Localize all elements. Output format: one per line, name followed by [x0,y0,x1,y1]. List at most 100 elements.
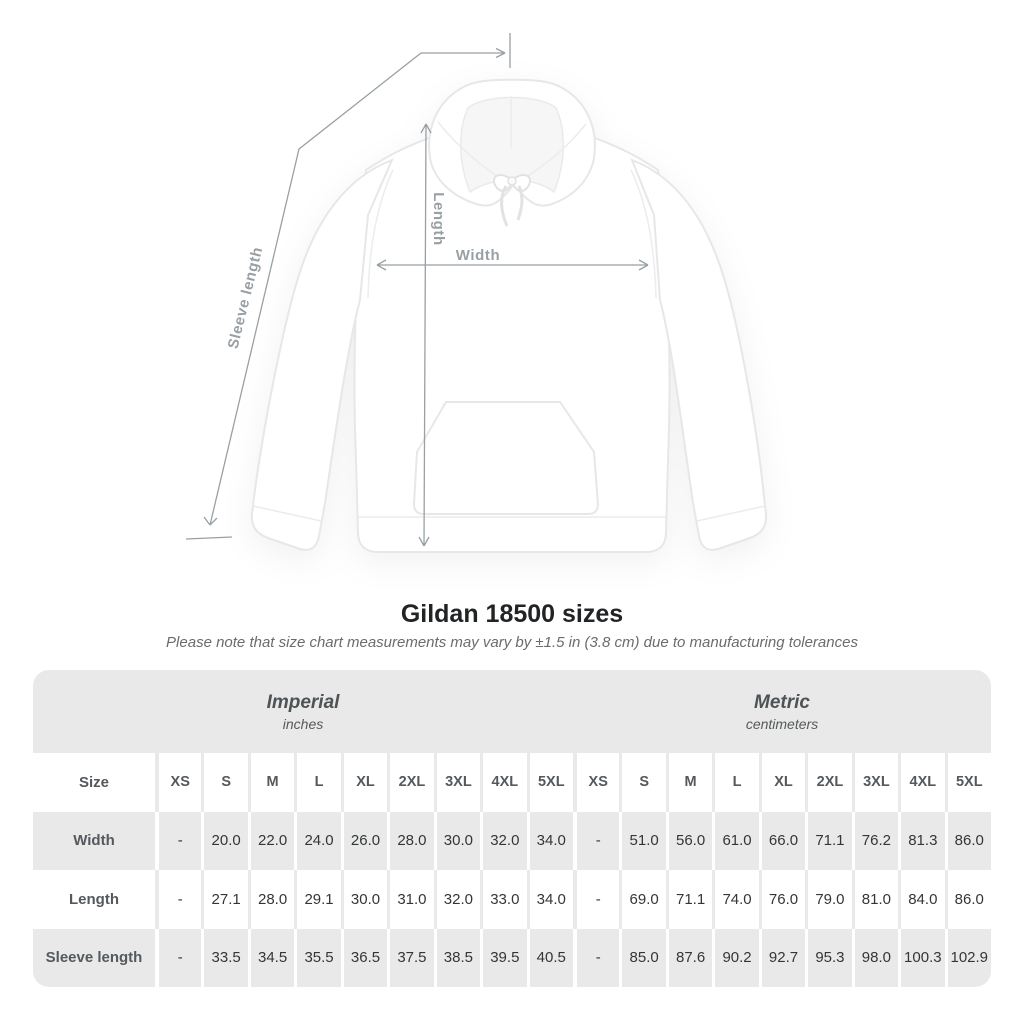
width-row: Width - 20.0 22.0 24.0 26.0 28.0 30.0 32… [33,811,991,870]
row-label: Width [33,811,155,870]
table-cell: 69.0 [619,870,666,929]
imperial-title: Imperial [266,691,340,713]
table-cell: 26.0 [340,811,388,870]
table-cell: 40.5 [526,928,573,987]
length-row: Length - 27.1 28.0 29.1 30.0 31.0 32.0 3… [33,870,991,929]
column-header: S [201,753,248,812]
column-header: 4XL [480,753,527,812]
table-cell: - [155,928,202,987]
column-header: 5XL [944,753,991,812]
table-cell: 76.2 [851,811,899,870]
table-cell: 87.6 [665,928,713,987]
column-header: XL [340,753,388,812]
table-cell: 95.3 [805,928,852,987]
row-label: Sleeve length [33,928,155,987]
table-cell: 28.0 [247,870,295,929]
table-cell: 24.0 [294,811,341,870]
table-cell: 66.0 [758,811,806,870]
metric-title: Metric [754,691,810,713]
table-cell: 34.0 [526,811,573,870]
length-arrow [418,123,432,547]
size-corner-label: Size [33,753,155,812]
column-header: XS [572,753,620,812]
drawstring-bow [493,174,531,192]
column-header: L [294,753,341,812]
table-cell: 74.0 [712,870,759,929]
sleeve-length-arrow-diagonal [203,52,422,526]
table-cell: 100.3 [898,928,945,987]
armhole-seam-left [367,169,394,299]
table-cell: - [155,811,202,870]
table-cell: - [572,870,620,929]
table-cell: 102.9 [944,928,991,987]
table-cell: 71.1 [665,870,713,929]
table-cell: - [155,870,202,929]
table-cell: 81.0 [851,870,899,929]
table-cell: 33.5 [201,928,248,987]
unit-header-band: Imperial inches Metric centimeters [33,670,991,753]
table-cell: 56.0 [665,811,713,870]
column-header: L [712,753,759,812]
column-header: XL [758,753,806,812]
size-table: Imperial inches Metric centimeters Size … [33,670,991,987]
table-cell: 81.3 [898,811,945,870]
drawstring-knot [507,176,517,186]
cuff-seam-left [252,505,322,522]
hoodie-measurement-diagram: Width Length Sleeve length [185,33,768,553]
table-cell: 20.0 [201,811,248,870]
page-title: Gildan 18500 sizes [400,600,624,628]
table-cell: 86.0 [944,811,991,870]
column-header: S [619,753,666,812]
row-label: Length [33,870,155,929]
sleeve-length-row: Sleeve length - 33.5 34.5 35.5 36.5 37.5… [33,928,991,987]
table-cell: 86.0 [944,870,991,929]
table-cell: 28.0 [387,811,434,870]
table-cell: 31.0 [387,870,434,929]
tolerance-note: Please note that size chart measurements… [166,634,858,651]
table-cell: 30.0 [433,811,481,870]
imperial-section-header: Imperial inches [33,670,573,753]
armhole-seam-right [630,169,657,299]
column-header: 2XL [805,753,852,812]
width-arrow [376,259,649,271]
table-cell: 34.5 [247,928,295,987]
column-header: M [665,753,713,812]
table-cell: 98.0 [851,928,899,987]
cuff-seam-right [696,505,766,522]
column-header: 3XL [851,753,899,812]
imperial-unit: inches [282,715,324,732]
table-cell: 35.5 [294,928,341,987]
metric-unit: centimeters [745,715,819,732]
table-cell: 29.1 [294,870,341,929]
column-header: XS [155,753,202,812]
sleeve-right [630,158,768,551]
table-cell: 85.0 [619,928,666,987]
table-cell: 51.0 [619,811,666,870]
column-header: 5XL [526,753,573,812]
kangaroo-pocket [412,401,600,515]
sleeve-length-bottom-tick [185,536,233,540]
table-cell: 33.0 [480,870,527,929]
table-cell: 22.0 [247,811,295,870]
table-cell: 37.5 [387,928,434,987]
table-cell: - [572,928,620,987]
table-cell: 38.5 [433,928,481,987]
drawstring-left [500,185,509,227]
column-header: M [247,753,295,812]
table-cell: 34.0 [526,870,573,929]
length-label: Length [430,192,447,246]
width-label: Width [456,247,501,264]
metric-section-header: Metric centimeters [573,670,991,753]
table-cell: 36.5 [340,928,388,987]
hoodie-illustration [250,78,768,553]
table-cell: 92.7 [758,928,806,987]
table-cell: 27.1 [201,870,248,929]
table-cell: - [572,811,620,870]
sleeve-left [250,158,394,551]
column-header: 3XL [433,753,481,812]
table-cell: 30.0 [340,870,388,929]
table-cell: 61.0 [712,811,759,870]
table-cell: 90.2 [712,928,759,987]
column-header: 4XL [898,753,945,812]
